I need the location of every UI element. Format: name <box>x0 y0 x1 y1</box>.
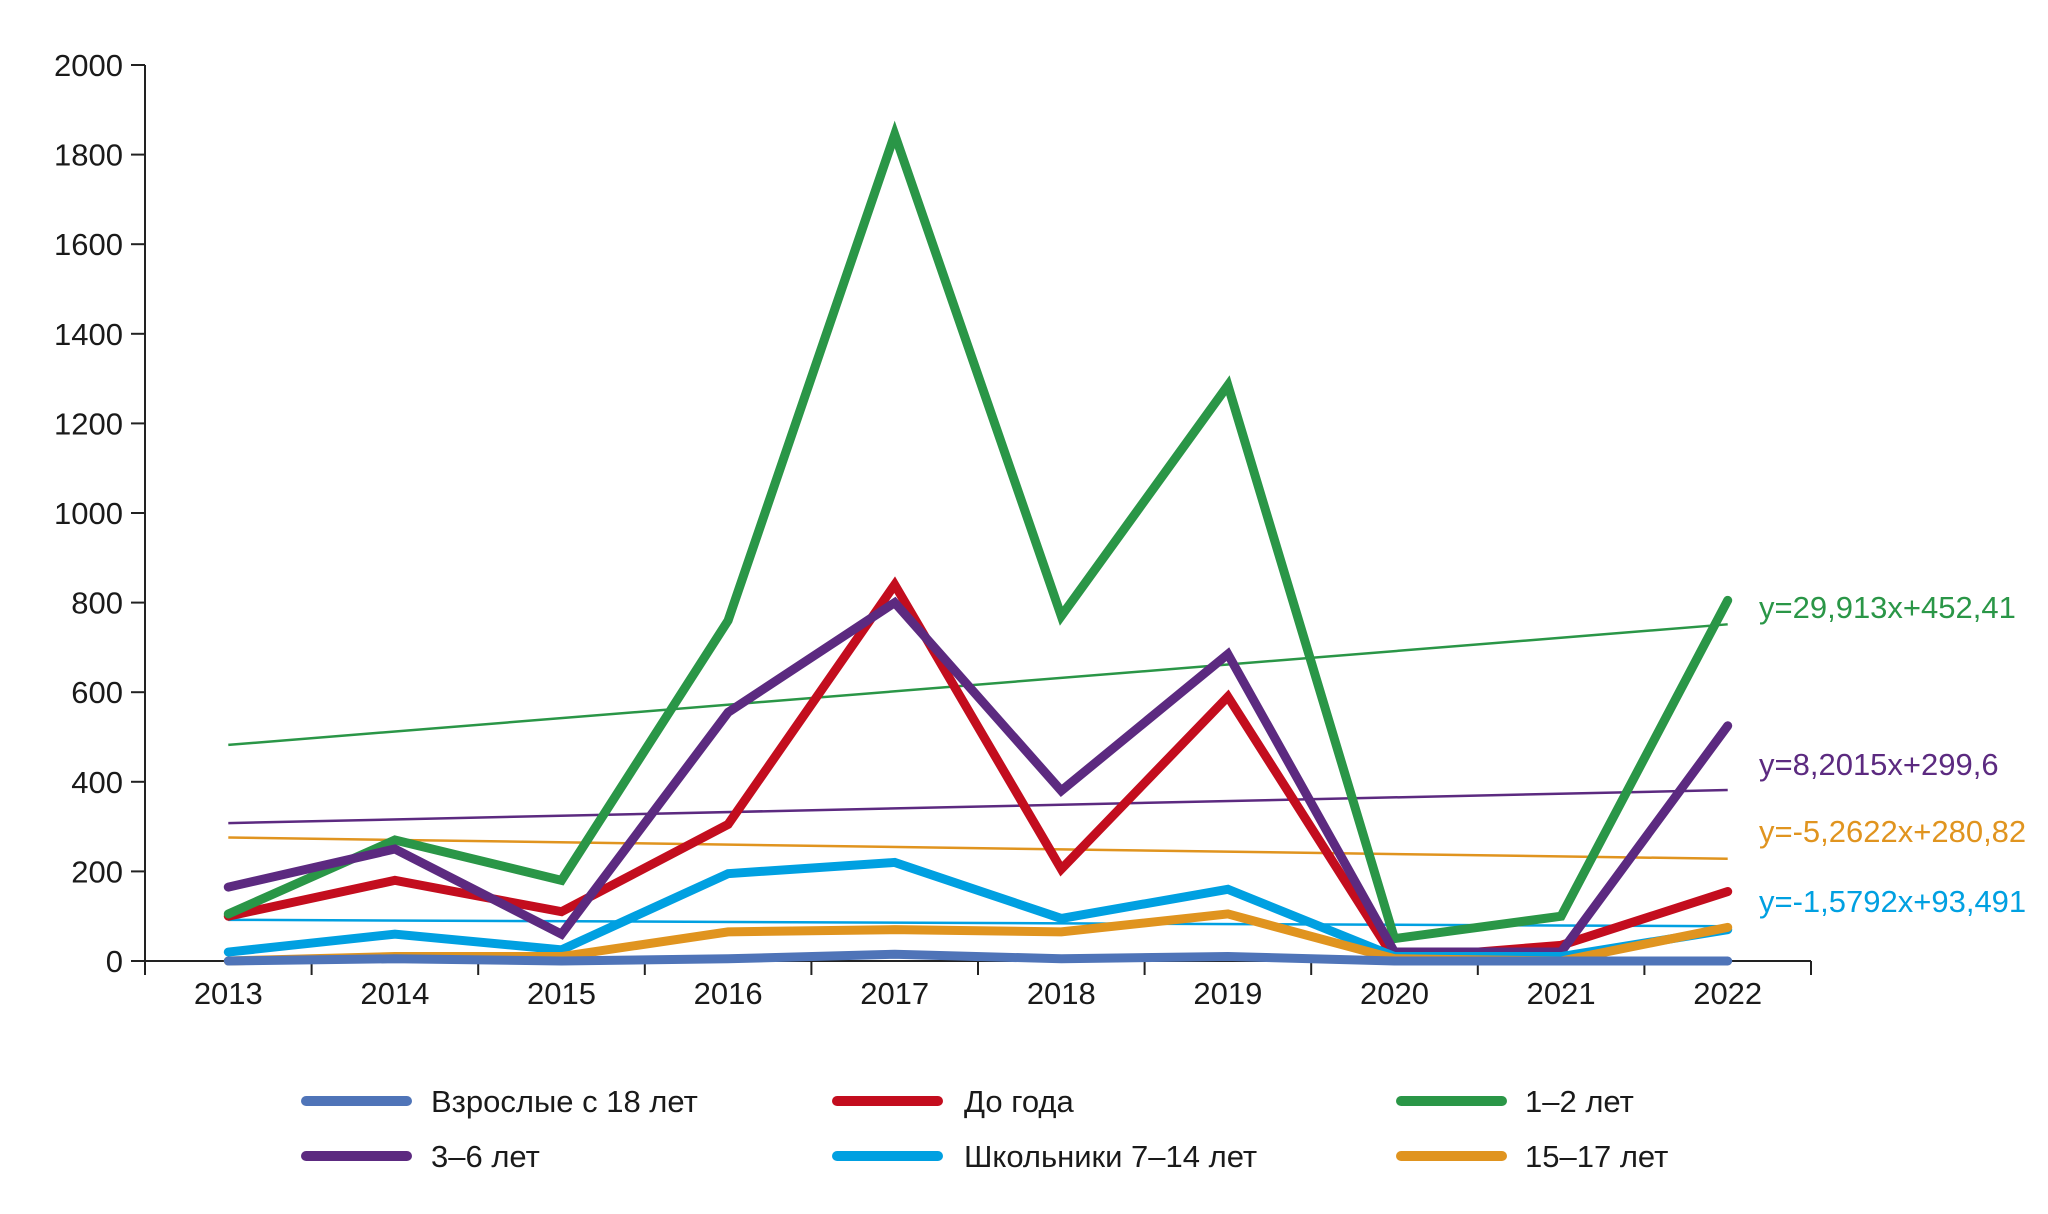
y-tick-label: 1800 <box>54 138 123 173</box>
y-tick-label: 0 <box>106 944 123 979</box>
x-tick-label: 2016 <box>694 976 763 1011</box>
trendline-equation: y=8,2015x+299,6 <box>1759 747 1999 782</box>
y-tick-label: 200 <box>71 854 123 889</box>
legend-item: Школьники 7–14 лет <box>832 1139 1257 1174</box>
x-tick-label: 2014 <box>360 976 429 1011</box>
x-tick-label: 2013 <box>194 976 263 1011</box>
series-line <box>223 120 1733 944</box>
x-tick-label: 2015 <box>527 976 596 1011</box>
trendlines <box>228 623 1728 928</box>
series-line <box>223 576 1733 964</box>
y-tick-label: 1400 <box>54 317 123 352</box>
y-tick-label: 600 <box>71 675 123 710</box>
series-lines <box>223 120 1733 966</box>
series-line <box>223 949 1733 966</box>
axes: 0 200 400 600 800 1000 1200 1400 1600 1800 2000 201… <box>54 48 1812 1011</box>
x-tick-label: 2020 <box>1360 976 1429 1011</box>
legend-item: 1–2 лет <box>1396 1084 1634 1119</box>
x-tick-label: 2018 <box>1027 976 1096 1011</box>
legend-item: 15–17 лет <box>1396 1139 1668 1174</box>
y-tick-label: 800 <box>71 586 123 621</box>
trendline-equation: y=-5,2622x+280,82 <box>1759 814 2026 849</box>
y-tick-label: 2000 <box>54 48 123 83</box>
y-tick-label: 1200 <box>54 406 123 441</box>
x-tick-label: 2019 <box>1193 976 1262 1011</box>
series-line <box>223 596 1733 957</box>
trendline-equation: y=-1,5792x+93,491 <box>1759 884 2026 919</box>
trendline <box>228 623 1728 747</box>
legend-label: 3–6 лет <box>431 1139 540 1174</box>
legend-item: Взрослые с 18 лет <box>301 1084 698 1119</box>
legend-label: До года <box>964 1084 1074 1119</box>
legend-item: До года <box>832 1084 1074 1119</box>
x-tick-label: 2022 <box>1693 976 1762 1011</box>
trendline <box>228 836 1728 861</box>
y-tick-label: 1600 <box>54 227 123 262</box>
legend: Взрослые с 18 лет До года 1–2 лет 3–6 лет Шк… <box>301 1084 1668 1174</box>
y-tick-label: 400 <box>71 765 123 800</box>
trendline-equations: y=29,913x+452,41 y=8,2015x+299,6 y=-5,2622… <box>1759 590 2026 919</box>
legend-label: Школьники 7–14 лет <box>964 1139 1257 1174</box>
trendline <box>228 788 1728 825</box>
legend-label: 1–2 лет <box>1525 1084 1634 1119</box>
x-tick-label: 2017 <box>860 976 929 1011</box>
legend-label: Взрослые с 18 лет <box>431 1084 698 1119</box>
legend-item: 3–6 лет <box>301 1139 540 1174</box>
trendline-equation: y=29,913x+452,41 <box>1759 590 2016 625</box>
x-tick-label: 2021 <box>1527 976 1596 1011</box>
y-tick-label: 1000 <box>54 496 123 531</box>
legend-label: 15–17 лет <box>1525 1139 1668 1174</box>
